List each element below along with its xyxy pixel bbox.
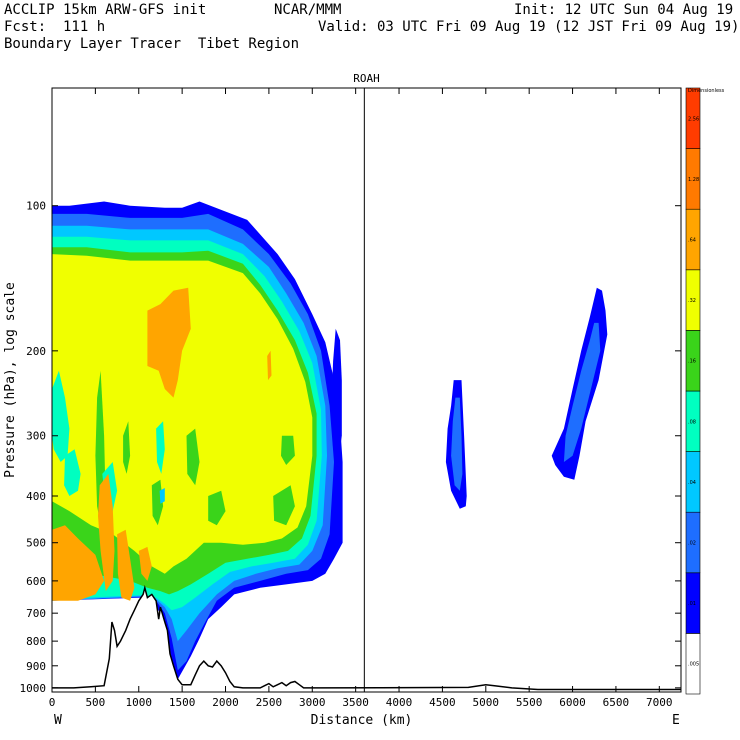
west-label: W bbox=[54, 713, 62, 728]
y-tick-label: 200 bbox=[26, 345, 46, 358]
x-tick-label: 1500 bbox=[169, 696, 196, 709]
colorbar-level-label: .08 bbox=[688, 419, 696, 425]
x-tick-label: 0 bbox=[49, 696, 56, 709]
terrain-line bbox=[52, 584, 681, 691]
tracer-blob bbox=[451, 397, 463, 491]
colorbar-level-label: .02 bbox=[688, 541, 696, 547]
tracer-patch bbox=[208, 490, 226, 526]
tracer-patch bbox=[156, 421, 165, 474]
x-tick-label: 4000 bbox=[386, 696, 413, 709]
colorbar-level-label: .16 bbox=[688, 359, 696, 365]
header-fcst: Fcst: 111 h bbox=[4, 19, 106, 35]
x-tick-label: 500 bbox=[85, 696, 105, 709]
x-tick-label: 4500 bbox=[429, 696, 456, 709]
y-tick-label: 500 bbox=[26, 537, 46, 550]
y-tick-label: 800 bbox=[26, 635, 46, 648]
y-tick-label: 700 bbox=[26, 607, 46, 620]
tracer-blob-layer bbox=[331, 287, 608, 509]
x-tick-label: 7000 bbox=[646, 696, 673, 709]
x-tick-label: 5000 bbox=[473, 696, 500, 709]
colorbar-level-label: .01 bbox=[688, 601, 696, 607]
plot-frame bbox=[51, 87, 682, 693]
tracer-patch bbox=[123, 421, 131, 474]
y-axis: 100 200 300 400 500 600 700 800 900 1000 bbox=[20, 200, 681, 695]
tracer-patch bbox=[147, 287, 191, 398]
terrain-layer bbox=[52, 584, 681, 692]
tracer-patch bbox=[98, 473, 115, 592]
tracer-patch bbox=[52, 370, 70, 462]
x-tick-label: 1000 bbox=[126, 696, 153, 709]
y-tick-label: 300 bbox=[26, 430, 46, 443]
header-model: ACCLIP 15km ARW-GFS init bbox=[4, 2, 207, 18]
x-tick-label: 2500 bbox=[256, 696, 283, 709]
tracer-patch bbox=[281, 435, 295, 465]
colorbar-swatch bbox=[685, 87, 701, 149]
tracer-blob bbox=[563, 322, 601, 462]
tracer-patch bbox=[117, 529, 135, 601]
x-tick-label: 6000 bbox=[559, 696, 586, 709]
tracer-band bbox=[52, 254, 313, 574]
tracer-patch bbox=[52, 525, 105, 601]
tracer-patch bbox=[267, 350, 272, 381]
east-label: E bbox=[672, 713, 680, 728]
header-org: NCAR/MMM bbox=[274, 2, 342, 18]
colorbar-level-label: .64 bbox=[688, 238, 696, 244]
x-tick-label: 5500 bbox=[516, 696, 543, 709]
tracer-patch bbox=[64, 449, 81, 496]
y-tick-label: 600 bbox=[26, 575, 46, 588]
x-tick-label: 3500 bbox=[342, 696, 369, 709]
tracer-patch bbox=[138, 546, 152, 581]
y-tick-label: 1000 bbox=[20, 682, 47, 695]
colorbar-level-label: 2.56 bbox=[688, 116, 699, 122]
terrain-mask bbox=[52, 587, 681, 692]
header-product: Boundary Layer Tracer Tibet Region bbox=[4, 36, 300, 52]
tracer-patch bbox=[186, 428, 200, 486]
tracer-patch bbox=[159, 488, 165, 504]
tracer-fill-layer bbox=[52, 201, 343, 686]
x-tick-label: 2000 bbox=[212, 696, 239, 709]
x-tick-label: 6500 bbox=[603, 696, 630, 709]
x-axis-title: Distance (km) bbox=[311, 713, 413, 728]
chart-title: ROAH bbox=[353, 72, 380, 85]
y-axis-title: Pressure (hPa), log scale bbox=[3, 282, 18, 478]
colorbar-level-label: .32 bbox=[688, 298, 696, 304]
y-tick-label: 100 bbox=[26, 200, 46, 213]
tracer-patch bbox=[273, 485, 295, 526]
header-init: Init: 12 UTC Sun 04 Aug 19 bbox=[514, 2, 734, 18]
colorbar-level-label: .005 bbox=[688, 662, 699, 668]
colorbar-title: Dimensionless bbox=[688, 88, 725, 94]
colorbar-level-label: 1.28 bbox=[688, 177, 699, 183]
x-axis: 0 500 1000 1500 2000 2500 3000 3500 4000 4500 5000… bbox=[49, 88, 673, 709]
y-tick-label: 400 bbox=[26, 490, 46, 503]
header-valid: Valid: 03 UTC Fri 09 Aug 19 (12 JST Fri … bbox=[318, 19, 740, 35]
colorbar-level-label: .04 bbox=[688, 480, 696, 486]
y-tick-label: 900 bbox=[26, 660, 46, 673]
colorbar: .005 .01 .02 .04 .08 .16 .32 .64 1.28 2.56 Dimensi… bbox=[685, 87, 725, 695]
tracer-blob bbox=[331, 328, 342, 462]
x-tick-label: 3000 bbox=[299, 696, 326, 709]
